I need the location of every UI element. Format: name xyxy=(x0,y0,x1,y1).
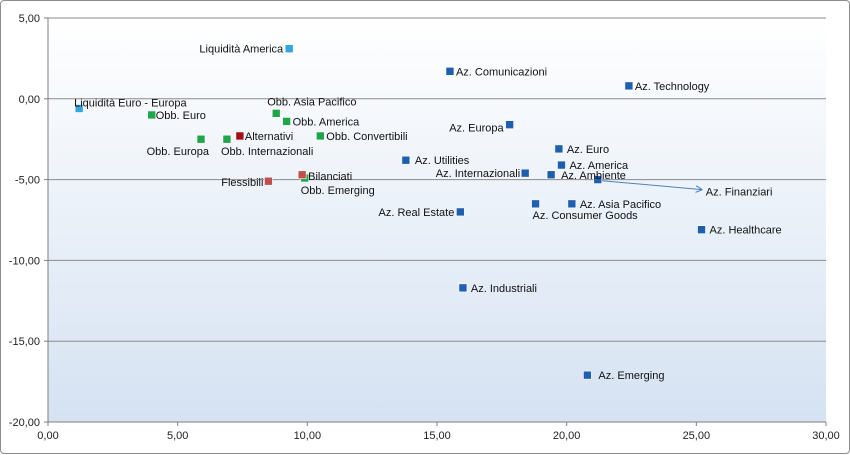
point-obb-europa xyxy=(196,134,206,144)
label-obb-emerging: Obb. Emerging xyxy=(301,185,375,197)
point-az-ambiente xyxy=(546,170,556,180)
label-az-comunicazioni: Az. Comunicazioni xyxy=(456,66,547,78)
y-tick-label: 0,00 xyxy=(19,94,40,106)
point-flessibili xyxy=(264,176,273,186)
data-points xyxy=(74,44,706,380)
point-az-technology xyxy=(624,81,634,91)
data-labels: Liquidità America Liquidità Euro - Europa… xyxy=(74,44,782,382)
point-liquidita-america xyxy=(284,44,294,54)
point-az-real-estate xyxy=(456,207,465,217)
label-bilanciati: Bilanciati xyxy=(308,171,352,183)
arrow-az-finanziari xyxy=(600,180,702,190)
axes xyxy=(44,17,827,426)
point-az-finanziari xyxy=(593,175,603,184)
y-tick-label: -10,00 xyxy=(9,255,40,267)
x-tick-label: 10,00 xyxy=(294,430,322,442)
label-liquidita-euro-europa: Liquidità Euro - Europa xyxy=(74,97,187,109)
x-tick-label: 20,00 xyxy=(553,430,581,442)
y-tick-label: 5,00 xyxy=(19,13,40,25)
label-obb-convertibili: Obb. Convertibili xyxy=(326,131,407,143)
label-az-ambiente: Az. Ambiente xyxy=(561,170,626,182)
label-az-asia-pacifico: Az. Asia Pacifico xyxy=(580,199,661,211)
label-az-europa: Az. Europa xyxy=(449,123,504,135)
label-alternativi: Alternativi xyxy=(245,131,293,143)
x-tick-label: 0,00 xyxy=(37,430,58,442)
tick-labels: 5,000,00-5,00-10,00-15,00-20,000,00 5,00 1… xyxy=(9,13,840,442)
point-az-asia-pacifico xyxy=(567,199,577,209)
point-alternativi xyxy=(235,131,245,141)
point-az-healthcare xyxy=(697,225,706,234)
label-az-utilities: Az. Utilities xyxy=(415,155,470,167)
label-obb-america: Obb. America xyxy=(293,116,361,128)
label-az-america: Az. America xyxy=(569,160,629,172)
label-flessibili: Flessibili xyxy=(221,177,263,189)
label-az-consumer-goods: Az. Consumer Goods xyxy=(533,210,639,222)
point-az-europa xyxy=(505,120,514,129)
x-tick-label: 25,00 xyxy=(683,430,711,442)
label-obb-asia-pacifico: Obb. Asia Pacifico xyxy=(267,96,356,108)
label-az-industriali: Az. Industriali xyxy=(471,283,537,295)
annotation-arrows xyxy=(600,180,702,190)
label-az-internazionali: Az. Internazionali xyxy=(436,168,520,180)
x-tick-label: 15,00 xyxy=(423,430,451,442)
point-obb-euro xyxy=(147,110,157,120)
label-obb-europa: Obb. Europa xyxy=(147,146,210,158)
point-obb-convertibili xyxy=(315,131,325,141)
x-tick-label: 30,00 xyxy=(812,430,840,442)
plot-area xyxy=(48,18,826,422)
point-bilanciati xyxy=(297,170,307,180)
label-az-emerging: Az. Emerging xyxy=(598,370,664,382)
point-obb-internazionali xyxy=(222,134,232,144)
point-az-internazionali xyxy=(520,168,530,178)
label-az-finanziari: Az. Finanziari xyxy=(706,187,773,199)
x-tick-label: 5,00 xyxy=(167,430,188,442)
point-obb-asia-pacifico xyxy=(271,109,281,118)
point-az-emerging xyxy=(583,370,592,380)
point-liquidita-euro-europa xyxy=(74,104,84,113)
label-az-technology: Az. Technology xyxy=(635,81,710,93)
label-obb-internazionali: Obb. Internazionali xyxy=(221,146,313,158)
label-az-real-estate: Az. Real Estate xyxy=(379,207,455,219)
point-az-comunicazioni xyxy=(445,67,455,76)
point-az-euro xyxy=(554,144,564,154)
point-obb-america xyxy=(282,117,291,126)
y-tick-label: -5,00 xyxy=(15,175,40,187)
y-tick-label: -15,00 xyxy=(9,336,40,348)
point-az-utilities xyxy=(401,155,411,165)
y-tick-label: -20,00 xyxy=(9,417,40,429)
point-az-america xyxy=(557,160,566,170)
gridlines xyxy=(48,17,826,342)
point-az-industriali xyxy=(458,283,468,293)
label-az-healthcare: Az. Healthcare xyxy=(710,225,782,237)
label-liquidita-america: Liquidità America xyxy=(199,44,284,56)
label-obb-euro: Obb. Euro xyxy=(156,110,206,122)
label-az-euro: Az. Euro xyxy=(567,144,609,156)
point-az-consumer-goods xyxy=(531,199,540,209)
